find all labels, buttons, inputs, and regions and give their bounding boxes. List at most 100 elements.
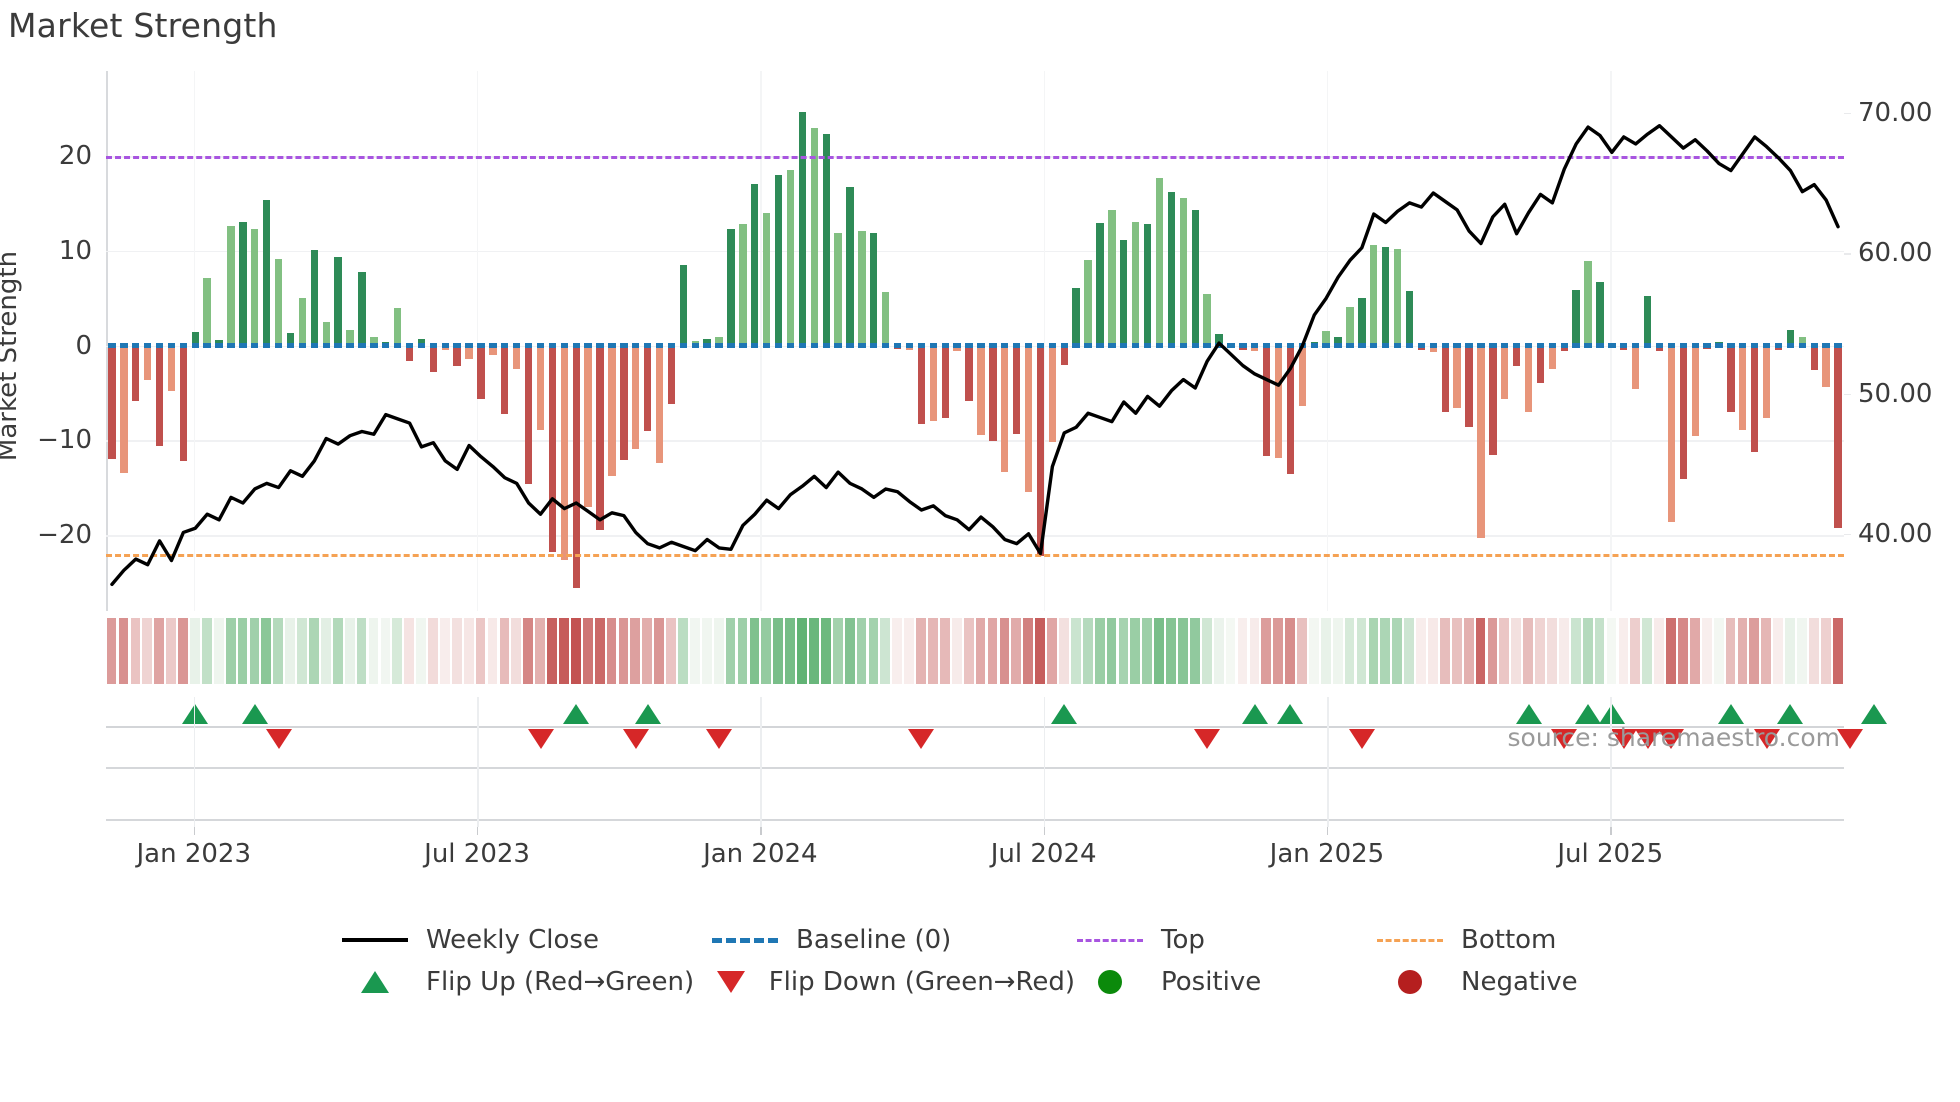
baseline-segment <box>655 343 664 349</box>
heatmap-cell <box>928 618 938 684</box>
baseline-segment <box>965 343 973 349</box>
flip-down-marker <box>1551 729 1578 749</box>
flip-up-marker <box>1277 704 1304 724</box>
bar <box>1274 345 1283 459</box>
heatmap-cell <box>118 618 129 684</box>
baseline-segment <box>1167 343 1176 349</box>
baseline-segment <box>572 343 580 349</box>
bottom-vertical-gridline <box>760 697 762 827</box>
bar <box>1298 345 1307 407</box>
heatmap-cell <box>1654 618 1664 684</box>
bar <box>1132 221 1140 346</box>
bar <box>251 229 259 346</box>
baseline-segment <box>215 343 223 349</box>
heatmap-cell <box>1487 618 1498 684</box>
dotted-line-icon <box>1077 938 1143 942</box>
heatmap-cell <box>273 618 284 684</box>
heatmap-cell <box>797 618 807 684</box>
heatmap-cell <box>582 618 593 684</box>
legend-label: Negative <box>1461 967 1578 997</box>
bar <box>1346 306 1354 346</box>
baseline-segment <box>513 343 521 349</box>
heatmap-cell <box>1082 618 1093 684</box>
bar <box>501 345 509 414</box>
heatmap-cell <box>570 618 581 684</box>
bar <box>1322 330 1330 346</box>
heatmap-cell <box>1059 618 1069 684</box>
baseline-segment <box>1239 343 1247 349</box>
flip-up-marker <box>1717 704 1744 724</box>
baseline-segment <box>1810 343 1818 349</box>
heatmap-cell <box>1713 618 1724 684</box>
bottom-threshold-line <box>106 554 1844 558</box>
baseline-segment <box>1739 343 1747 349</box>
legend-item[interactable]: Flip Up (Red→Green) <box>340 967 710 997</box>
heatmap-cell <box>1511 618 1522 684</box>
bar <box>1084 260 1092 346</box>
bar <box>584 345 592 507</box>
baseline-segment <box>632 343 640 349</box>
legend-item[interactable]: Baseline (0) <box>710 925 1075 955</box>
heatmap-cell <box>1392 618 1403 684</box>
legend-item[interactable]: Positive <box>1075 967 1375 997</box>
baseline-segment <box>1584 343 1592 349</box>
heatmap-cell <box>868 618 879 684</box>
x-axis-tick-mark <box>1610 827 1612 835</box>
baseline-segment <box>1191 343 1199 349</box>
heatmap-cell <box>1678 618 1688 684</box>
heatmap-cell <box>1070 618 1081 684</box>
heatmap-cell <box>654 618 665 684</box>
dot-icon <box>1398 970 1422 994</box>
bar <box>1393 249 1402 346</box>
baseline-segment <box>179 343 188 349</box>
bar <box>965 345 973 401</box>
legend-label: Weekly Close <box>426 925 599 955</box>
bar <box>1179 197 1187 346</box>
gridline-v <box>477 71 479 611</box>
gridline-v <box>760 71 762 611</box>
heatmap-cell <box>428 618 438 684</box>
legend-item[interactable]: Weekly Close <box>340 925 710 955</box>
heatmap-cell <box>1106 618 1117 684</box>
heatmap-cell <box>1094 618 1105 684</box>
bar <box>1465 345 1473 428</box>
bar <box>1012 345 1021 434</box>
heatmap-cell <box>951 618 962 684</box>
baseline-segment <box>810 343 818 349</box>
bar <box>477 345 485 399</box>
legend-item[interactable]: Flip Down (Green→Red) <box>710 967 1075 997</box>
triangle-down-icon <box>717 971 746 993</box>
baseline-segment <box>1346 343 1354 349</box>
heatmap-cell <box>701 618 712 684</box>
heatmap-cell <box>320 618 331 684</box>
baseline-segment <box>1465 343 1473 349</box>
heatmap-cell <box>106 618 117 684</box>
bar <box>822 134 830 346</box>
heatmap-cell <box>201 618 212 684</box>
bar <box>1512 345 1521 366</box>
weekly-close-line <box>110 124 1840 587</box>
baseline-segment <box>798 343 807 349</box>
baseline-segment <box>1322 343 1330 349</box>
legend-item[interactable]: Bottom <box>1375 925 1660 955</box>
bar <box>1667 345 1676 522</box>
legend-item[interactable]: Top <box>1075 925 1375 955</box>
bar <box>1108 210 1116 346</box>
heatmap-cell <box>773 618 784 684</box>
baseline-segment <box>370 343 378 349</box>
baseline-segment <box>1060 343 1068 349</box>
flip-up-marker <box>634 704 661 724</box>
x-axis-tick-mark <box>193 827 196 835</box>
baseline-segment <box>989 343 997 349</box>
bottom-gridline-lower <box>106 819 1844 821</box>
y-axis-right-tick-label: 60.00 <box>1858 238 1933 269</box>
legend-item[interactable]: Negative <box>1375 967 1660 997</box>
heatmap-cell <box>1570 618 1581 684</box>
baseline-segment <box>263 343 271 349</box>
heatmap-cell <box>892 618 903 684</box>
heatmap-cell <box>1213 618 1224 684</box>
heatmap-cell <box>832 618 843 684</box>
baseline-segment <box>298 343 307 349</box>
bar <box>1382 247 1390 346</box>
bar <box>548 345 557 553</box>
